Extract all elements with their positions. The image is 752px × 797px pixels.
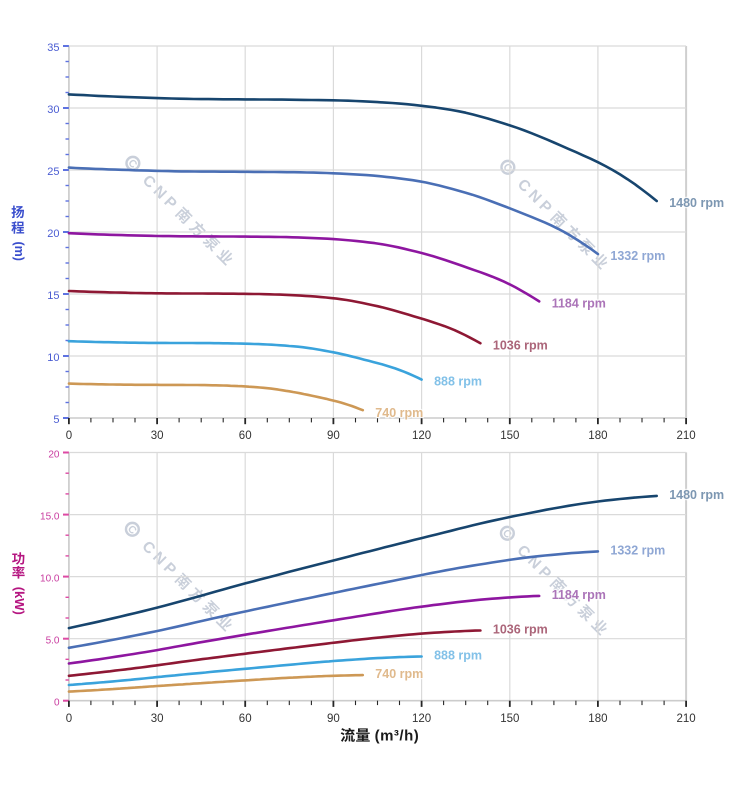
svg-text:0: 0 bbox=[66, 430, 72, 442]
svg-text:1480 rpm: 1480 rpm bbox=[669, 488, 724, 502]
svg-text:888 rpm: 888 rpm bbox=[434, 375, 482, 389]
svg-text:180: 180 bbox=[588, 713, 607, 725]
svg-text:120: 120 bbox=[412, 713, 431, 725]
svg-text:210: 210 bbox=[677, 713, 696, 725]
svg-text:20: 20 bbox=[47, 228, 59, 240]
svg-text:1184 rpm: 1184 rpm bbox=[552, 588, 606, 602]
svg-text:0: 0 bbox=[54, 698, 60, 709]
svg-text:(m³/h): (m³/h) bbox=[375, 728, 420, 745]
svg-text:(m): (m) bbox=[12, 242, 26, 261]
svg-text:10: 10 bbox=[47, 352, 59, 364]
svg-text:0: 0 bbox=[66, 713, 72, 725]
svg-text:1036 rpm: 1036 rpm bbox=[493, 338, 548, 352]
svg-text:10.0: 10.0 bbox=[40, 574, 60, 585]
svg-text:30: 30 bbox=[151, 713, 164, 725]
svg-text:5: 5 bbox=[53, 414, 59, 426]
svg-text:15: 15 bbox=[47, 290, 59, 302]
svg-text:1332 rpm: 1332 rpm bbox=[610, 543, 665, 557]
svg-text:30: 30 bbox=[47, 104, 59, 116]
svg-text:15.0: 15.0 bbox=[40, 512, 60, 523]
svg-text:120: 120 bbox=[412, 430, 431, 442]
svg-text:740 rpm: 740 rpm bbox=[375, 667, 423, 681]
svg-text:90: 90 bbox=[327, 430, 340, 442]
svg-text:1332 rpm: 1332 rpm bbox=[610, 249, 665, 263]
svg-text:60: 60 bbox=[239, 430, 252, 442]
svg-text:1036 rpm: 1036 rpm bbox=[493, 623, 548, 637]
svg-text:210: 210 bbox=[677, 430, 696, 442]
svg-text:5.0: 5.0 bbox=[46, 636, 60, 647]
svg-text:740 rpm: 740 rpm bbox=[375, 406, 423, 420]
svg-text:1480 rpm: 1480 rpm bbox=[669, 196, 724, 210]
svg-text:150: 150 bbox=[500, 713, 519, 725]
svg-text:35: 35 bbox=[47, 42, 59, 54]
svg-text:888 rpm: 888 rpm bbox=[434, 649, 482, 663]
svg-text:25: 25 bbox=[47, 166, 59, 178]
svg-text:60: 60 bbox=[239, 713, 252, 725]
svg-text:(kW): (kW) bbox=[12, 587, 27, 615]
svg-text:20: 20 bbox=[48, 450, 60, 461]
svg-text:30: 30 bbox=[151, 430, 164, 442]
svg-text:150: 150 bbox=[500, 430, 519, 442]
svg-text:180: 180 bbox=[588, 430, 607, 442]
svg-text:1184 rpm: 1184 rpm bbox=[552, 296, 606, 310]
svg-text:90: 90 bbox=[327, 713, 340, 725]
